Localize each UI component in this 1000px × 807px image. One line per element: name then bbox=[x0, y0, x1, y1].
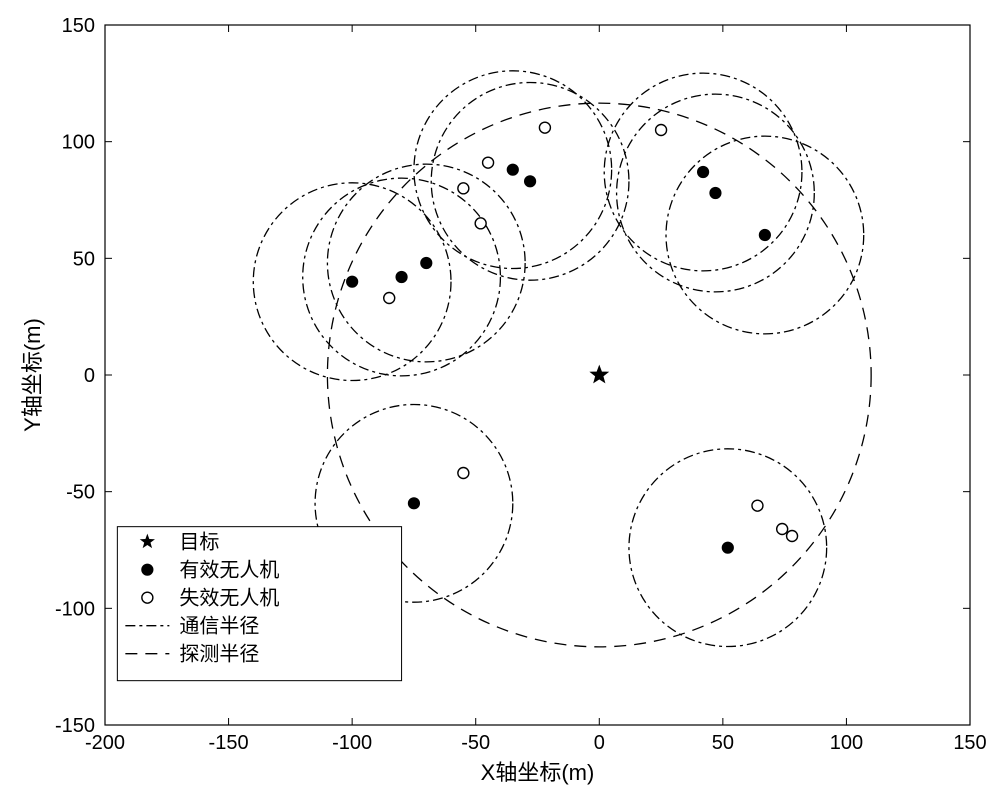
valid-drone-marker bbox=[710, 188, 721, 199]
invalid-drone-marker bbox=[539, 122, 550, 133]
target-star bbox=[591, 366, 608, 382]
x-tick-label: -50 bbox=[461, 732, 490, 754]
y-tick-label: 50 bbox=[73, 248, 95, 270]
valid-drone-marker bbox=[408, 498, 419, 509]
chart-svg: -200-150-100-50050100150-150-100-5005010… bbox=[0, 0, 1000, 807]
invalid-drone-marker bbox=[483, 157, 494, 168]
x-tick-label: -100 bbox=[332, 732, 372, 754]
x-tick-label: 50 bbox=[712, 732, 734, 754]
x-tick-label: 0 bbox=[594, 732, 605, 754]
y-tick-label: -100 bbox=[55, 598, 95, 620]
valid-drone-marker bbox=[396, 272, 407, 283]
x-tick-label: 150 bbox=[953, 732, 986, 754]
valid-drone-marker bbox=[722, 542, 733, 553]
invalid-drone-marker bbox=[752, 500, 763, 511]
legend-label: 失效无人机 bbox=[179, 587, 279, 610]
invalid-drone-marker bbox=[458, 468, 469, 479]
legend-label: 有效无人机 bbox=[179, 559, 279, 582]
legend-label: 通信半径 bbox=[179, 615, 259, 638]
valid-drone-marker bbox=[698, 167, 709, 178]
invalid-drone-marker bbox=[656, 125, 667, 136]
invalid-drone-marker bbox=[777, 524, 788, 535]
valid-drone-marker bbox=[525, 176, 536, 187]
valid-drone-marker bbox=[421, 258, 432, 269]
y-tick-label: 150 bbox=[62, 15, 95, 37]
x-tick-label: -150 bbox=[209, 732, 249, 754]
valid-drone-marker bbox=[347, 276, 358, 287]
legend-label: 目标 bbox=[179, 531, 219, 554]
invalid-drone-marker bbox=[384, 293, 395, 304]
legend-open-icon bbox=[142, 592, 153, 603]
y-axis-label: Y轴坐标(m) bbox=[20, 318, 45, 432]
valid-drone-marker bbox=[507, 164, 518, 175]
invalid-drone-marker bbox=[475, 218, 486, 229]
chart-container: -200-150-100-50050100150-150-100-5005010… bbox=[0, 0, 1000, 807]
y-tick-label: 100 bbox=[62, 132, 95, 154]
legend-filled-icon bbox=[142, 564, 153, 575]
x-tick-label: 100 bbox=[830, 732, 863, 754]
valid-drone-marker bbox=[759, 230, 770, 241]
invalid-drone-marker bbox=[458, 183, 469, 194]
y-tick-label: 0 bbox=[84, 365, 95, 387]
y-tick-label: -150 bbox=[55, 715, 95, 737]
y-tick-label: -50 bbox=[66, 482, 95, 504]
legend-label: 探测半径 bbox=[179, 643, 259, 666]
x-axis-label: X轴坐标(m) bbox=[481, 760, 595, 785]
invalid-drone-marker bbox=[787, 531, 798, 542]
